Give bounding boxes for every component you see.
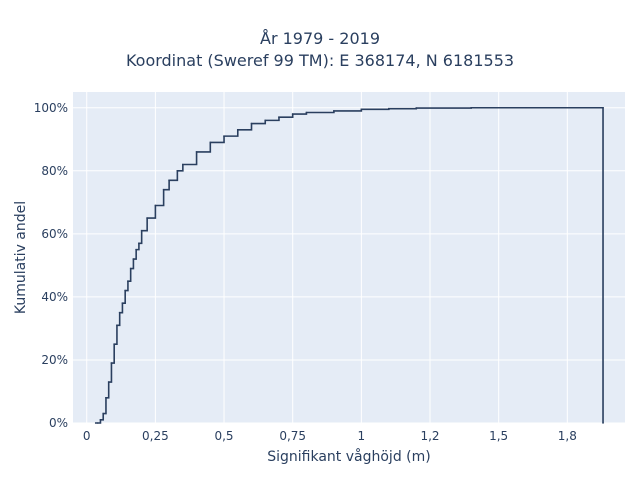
x-tick-label: 1,8 [558,429,577,443]
y-tick-label: 60% [41,227,68,241]
data-point [118,311,121,314]
y-tick-label: 40% [41,290,68,304]
data-point [113,343,115,345]
data-point [132,258,135,260]
data-point [236,129,239,131]
data-point [138,242,140,245]
data-point [182,163,184,166]
x-tick-label: 0,25 [142,429,169,443]
x-tick-label: 1 [358,429,366,443]
chart-title-line-1: År 1979 - 2019 [260,29,380,48]
x-tick-label: 1,2 [420,429,439,443]
data-point [525,106,527,109]
data-point [223,135,225,137]
x-tick-label: 0,75 [279,429,306,443]
data-point [415,107,418,109]
y-axis-label: Kumulativ andel [13,201,29,314]
data-point [291,113,294,115]
data-point [140,229,143,232]
x-axis-ticks: 0 0,25 0,5 0,75 1 1,2 1,5 1,8 [83,429,577,443]
data-point [168,179,170,182]
data-point [602,106,604,109]
x-tick-label: 0,5 [214,429,233,443]
data-point [121,302,124,305]
data-point [195,151,198,153]
y-tick-label: 0% [49,416,68,430]
data-point [360,108,363,111]
x-tick-label: 1,5 [489,429,508,443]
y-tick-label: 100% [34,101,68,115]
data-point [146,217,148,219]
data-point [162,188,165,191]
data-point [278,116,280,119]
data-point [333,110,335,112]
data-point [388,107,390,110]
data-point [250,122,253,125]
data-point [264,119,267,122]
x-tick-label: 0 [83,429,91,443]
data-point [124,289,126,292]
data-point [305,111,308,114]
data-point [102,412,105,415]
data-point [209,141,212,144]
data-point [135,248,137,251]
data-point [96,422,99,424]
data-point [129,267,132,270]
plot-area [73,92,625,423]
series-layer [94,106,604,424]
x-axis-label: Signifikant våghöjd (m) [267,448,430,465]
chart-title-line-2: Koordinat (Sweref 99 TM): E 368174, N 61… [125,51,515,70]
y-axis-ticks: 0% 20% 40% 60% 80% 100% [34,101,68,430]
cumulative-step-line [94,106,604,424]
data-point [105,396,107,399]
y-tick-label: 80% [41,164,68,178]
data-point [470,106,473,109]
y-tick-label: 20% [41,353,68,367]
data-point [107,381,110,383]
data-point [154,204,157,207]
data-point [602,422,604,424]
data-point [99,419,102,421]
data-point [110,362,113,364]
data-point [176,170,179,172]
data-point [127,280,129,282]
data-point [116,324,118,327]
